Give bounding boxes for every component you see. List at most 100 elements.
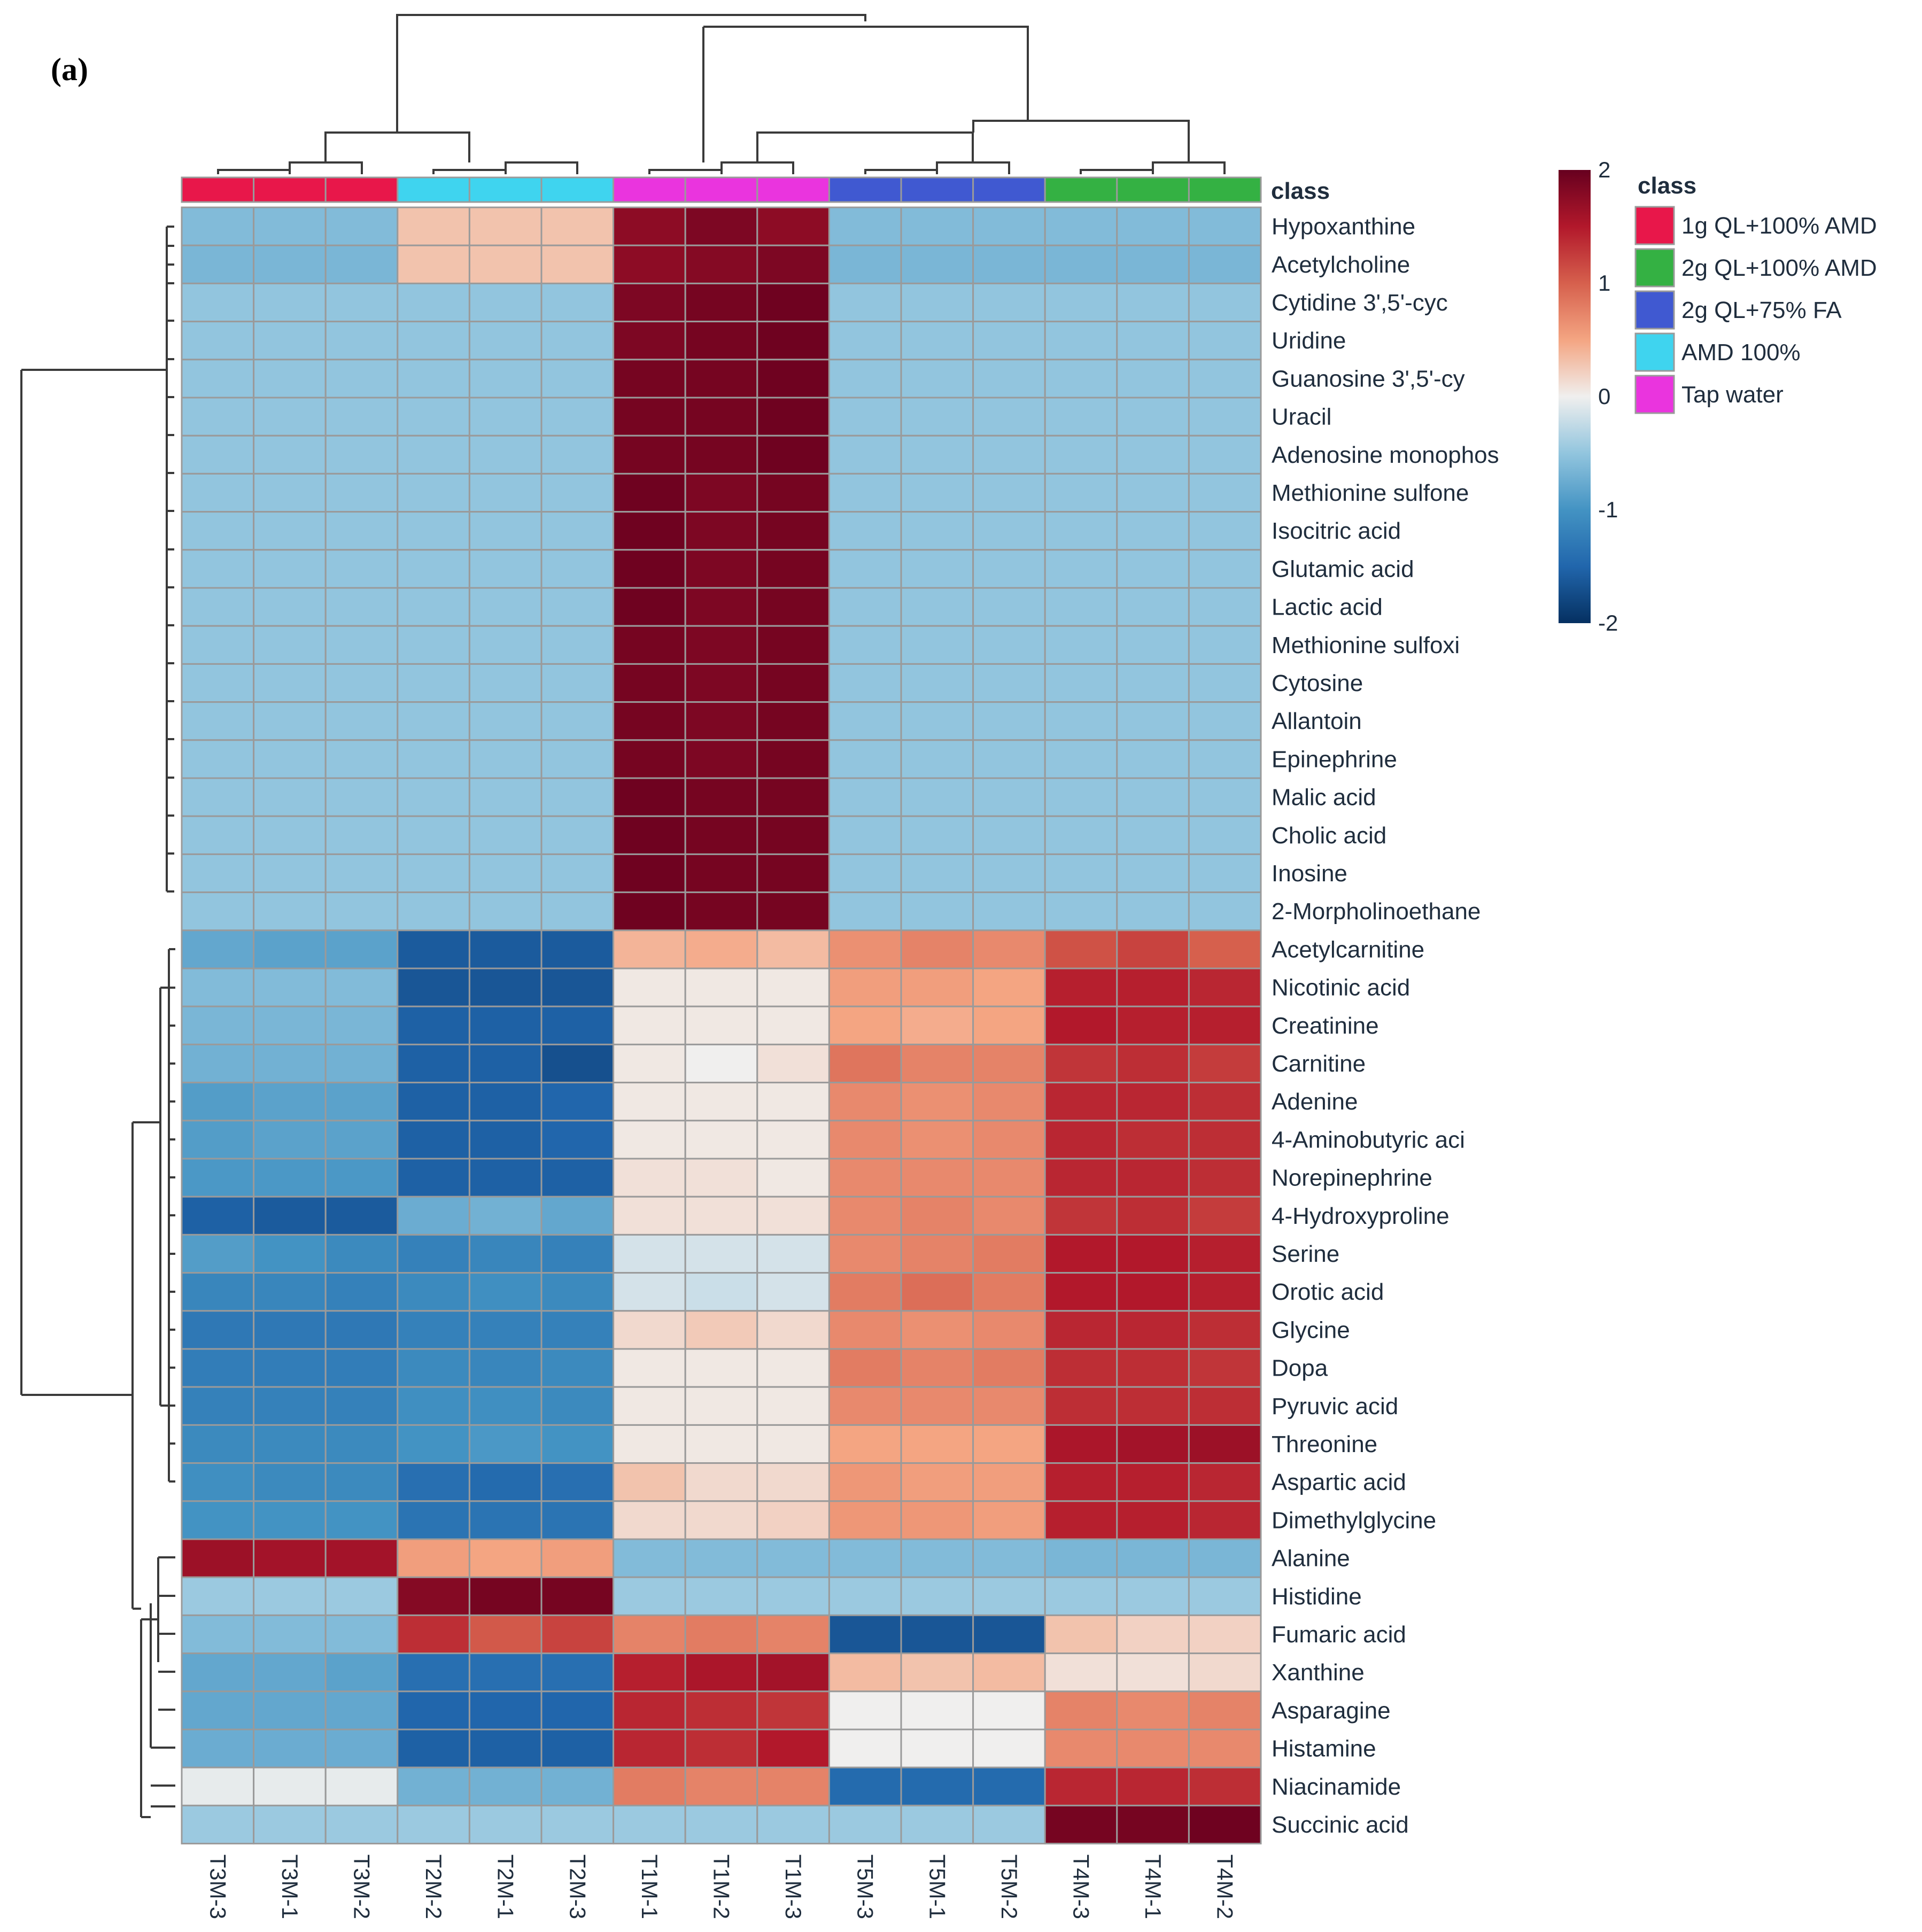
heatmap-cell	[1188, 1538, 1262, 1578]
heatmap-cell	[1116, 701, 1190, 741]
colorbar-tick-label: -2	[1598, 610, 1618, 635]
heatmap-cell	[1044, 1690, 1118, 1731]
heatmap-cell	[1116, 244, 1190, 284]
heatmap-cell	[1044, 1082, 1118, 1122]
heatmap-cell	[181, 1424, 255, 1464]
row-label: Allantoin	[1272, 708, 1362, 734]
heatmap-cell	[181, 1804, 255, 1845]
heatmap-cell	[253, 1576, 327, 1616]
heatmap-cell	[324, 282, 399, 323]
heatmap-cell	[540, 777, 615, 817]
heatmap-cell	[1188, 1196, 1262, 1236]
heatmap-cell	[181, 1158, 255, 1198]
heatmap-cell	[324, 1196, 399, 1236]
heatmap-cell	[397, 434, 470, 475]
heatmap-cell	[468, 663, 542, 703]
row-dendrogram	[20, 226, 175, 1818]
heatmap-cell	[900, 701, 974, 741]
heatmap-cell	[540, 1424, 615, 1464]
heatmap-cell	[324, 244, 399, 284]
heatmap-cell	[756, 359, 830, 399]
heatmap-cell	[1188, 1082, 1262, 1122]
heatmap-cell	[1044, 359, 1118, 399]
row-label: Pyruvic acid	[1272, 1393, 1398, 1419]
heatmap-cell	[972, 587, 1046, 627]
heatmap-cell	[900, 511, 974, 551]
heatmap-cell	[828, 1348, 902, 1388]
row-label: Orotic acid	[1272, 1279, 1384, 1305]
heatmap-cell	[613, 1500, 686, 1540]
heatmap-cell	[1116, 1690, 1190, 1731]
heatmap-cell	[324, 1614, 399, 1655]
heatmap-cell	[828, 1043, 902, 1084]
heatmap-cell	[468, 206, 542, 246]
heatmap-cell	[684, 967, 758, 1007]
heatmap-cell	[684, 1120, 758, 1160]
heatmap-cell	[540, 1272, 615, 1312]
dendrogram-branch	[20, 370, 133, 1396]
heatmap-cell	[253, 1158, 327, 1198]
heatmap-cell	[181, 701, 255, 741]
heatmap-cell	[613, 1462, 686, 1502]
heatmap-cell	[900, 1043, 974, 1084]
class-bar-cell	[756, 176, 830, 203]
heatmap-cell	[972, 1386, 1046, 1426]
heatmap-cell	[253, 1120, 327, 1160]
heatmap-cell	[828, 777, 902, 817]
heatmap-cell	[1116, 739, 1190, 779]
heatmap-cell	[253, 1272, 327, 1312]
legend-title: class	[1638, 173, 1696, 199]
heatmap-cell	[828, 1082, 902, 1122]
heatmap-cell	[253, 1233, 327, 1274]
heatmap-cell	[613, 1652, 686, 1693]
heatmap-cell	[1044, 1538, 1118, 1578]
heatmap-cell	[900, 625, 974, 665]
heatmap-cell	[540, 1158, 615, 1198]
row-label: Methionine sulfoxi	[1272, 632, 1460, 658]
colorbar-tick-label: 1	[1598, 270, 1610, 296]
row-label: Serine	[1272, 1241, 1339, 1267]
class-bar-cell	[684, 176, 758, 203]
heatmap-cell	[397, 1804, 470, 1845]
heatmap-cell	[972, 397, 1046, 437]
heatmap-cell	[1044, 1310, 1118, 1350]
dendrogram-branch	[936, 161, 1010, 174]
heatmap-cell	[613, 1804, 686, 1845]
heatmap-cell	[613, 359, 686, 399]
heatmap-cell	[181, 1462, 255, 1502]
heatmap-cell	[756, 434, 830, 475]
heatmap-cell	[828, 1158, 902, 1198]
heatmap-cell	[181, 587, 255, 627]
heatmap-cell	[972, 929, 1046, 969]
heatmap-cell	[613, 1728, 686, 1768]
heatmap-cell	[324, 587, 399, 627]
heatmap-cell	[613, 739, 686, 779]
heatmap-cell	[684, 1233, 758, 1274]
heatmap-cell	[397, 206, 470, 246]
row-label: Epinephrine	[1272, 746, 1397, 772]
heatmap-cell	[397, 359, 470, 399]
heatmap-cell	[684, 701, 758, 741]
heatmap-cell	[181, 1082, 255, 1122]
heatmap-cell	[684, 244, 758, 284]
column-label: T2M-3	[565, 1855, 590, 1919]
heatmap-cell	[397, 321, 470, 361]
heatmap-cell	[468, 1652, 542, 1693]
heatmap-cell	[181, 206, 255, 246]
heatmap-cell	[1188, 434, 1262, 475]
heatmap-cell	[181, 1043, 255, 1084]
heatmap-cell	[1116, 1462, 1190, 1502]
heatmap-cell	[972, 1424, 1046, 1464]
heatmap-cell	[540, 1462, 615, 1502]
heatmap-cell	[756, 777, 830, 817]
heatmap-cell	[1044, 663, 1118, 703]
heatmap-cell	[324, 397, 399, 437]
row-label: Dimethylglycine	[1272, 1507, 1436, 1533]
heatmap-cell	[900, 244, 974, 284]
heatmap-cell	[181, 1500, 255, 1540]
heatmap-cell	[468, 1690, 542, 1731]
heatmap-cell	[613, 511, 686, 551]
heatmap-cell	[468, 282, 542, 323]
heatmap-cell	[756, 1614, 830, 1655]
heatmap-cell	[756, 1043, 830, 1084]
